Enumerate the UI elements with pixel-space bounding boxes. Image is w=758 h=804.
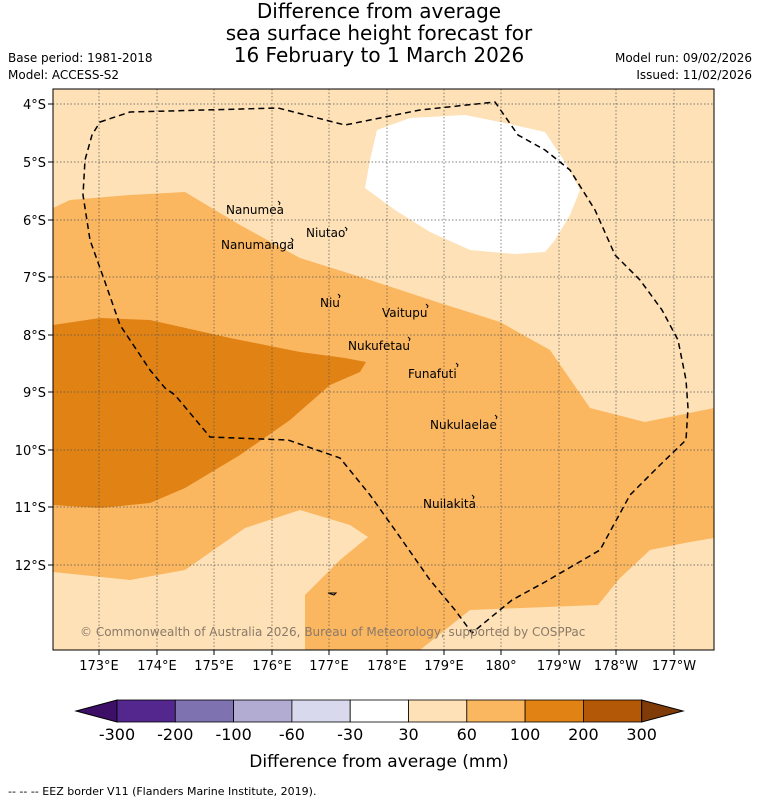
anomaly-100-200 — [53, 318, 366, 508]
lat-label: 5°S — [23, 156, 46, 171]
colorbar-tick-label: -200 — [157, 725, 193, 744]
lat-label: 7°S — [23, 271, 46, 286]
anomaly-field — [53, 89, 714, 650]
meta-left: Base period: 1981-2018 Model: ACCESS-S2 — [8, 50, 153, 84]
lat-label: 11°S — [15, 501, 46, 516]
lon-label: 179°W — [537, 659, 581, 674]
lat-label: 12°S — [15, 559, 46, 574]
colorbar-segment — [291, 699, 351, 723]
lon-label: 180° — [485, 659, 516, 674]
model-name: Model: ACCESS-S2 — [8, 68, 120, 82]
lat-label: 9°S — [23, 386, 46, 401]
base-period: Base period: 1981-2018 — [8, 51, 153, 65]
island-marker — [337, 293, 341, 299]
colorbar-label: Difference from average (mm) — [249, 752, 508, 772]
island-marker — [344, 226, 348, 232]
island-marker — [455, 362, 459, 368]
eez-border — [82, 101, 689, 635]
title-line-3: 16 February to 1 March 2026 — [233, 43, 525, 67]
colorbar-segment — [349, 699, 409, 723]
island-marker — [407, 336, 411, 342]
place-label: Nanumanga — [221, 238, 294, 252]
title-line-2: sea surface height forecast for — [225, 21, 533, 45]
colorbar-ticks: -300 -200 -100 -60 -30 30 60 100 200 300 — [99, 725, 657, 744]
place-label: Nanumea — [226, 203, 284, 217]
colorbar-extend-high — [641, 699, 685, 723]
colorbar-tick-label: -100 — [215, 725, 251, 744]
island-marker — [425, 303, 429, 309]
place-label: Vaitupu — [382, 306, 428, 320]
eez-footnote: -- -- -- EEZ border V11 (Flanders Marine… — [8, 785, 317, 798]
island-marker — [471, 494, 475, 500]
graticule — [53, 89, 714, 650]
colorbar-tick-label: 200 — [568, 725, 599, 744]
place-label: Nuilakita — [423, 497, 476, 511]
colorbar-tick-label: 100 — [510, 725, 541, 744]
colorbar-tick-label: -300 — [99, 725, 135, 744]
lat-label: 6°S — [23, 214, 46, 229]
copyright-text: © Commonwealth of Australia 2026, Bureau… — [80, 625, 585, 639]
anomaly-neutral-white — [365, 115, 580, 254]
lat-label: 8°S — [23, 329, 46, 344]
colorbar-segment — [233, 699, 293, 723]
place-label: Niutao — [306, 226, 345, 240]
island-shape — [327, 592, 338, 596]
colorbar-tick-label: -60 — [279, 725, 305, 744]
forecast-map: 4°S 5°S 6°S 7°S 8°S 9°S 10°S 11°S 12°S 173°E 174°… — [15, 88, 715, 674]
colorbar-legend: -300 -200 -100 -60 -30 30 60 100 200 300 Differen… — [74, 699, 685, 772]
island-marker — [277, 200, 281, 206]
colorbar-extend-low — [74, 699, 118, 723]
island-marker — [290, 237, 294, 243]
model-run: Model run: 09/02/2026 — [614, 51, 752, 65]
lon-label: 174°E — [137, 659, 177, 674]
colorbar-segment — [174, 699, 235, 723]
lon-label: 178°E — [367, 659, 407, 674]
place-labels: Nanumea Niutao Nanumanga Niu Vaitupu Nukufeta… — [221, 200, 498, 511]
colorbar-segment — [466, 699, 526, 723]
lon-label: 179°E — [424, 659, 464, 674]
colorbar-tick-label: 30 — [398, 725, 418, 744]
place-label: Niu — [320, 296, 340, 310]
colorbar-tick-label: 60 — [457, 725, 477, 744]
lon-label: 177°W — [652, 659, 696, 674]
latitude-labels: 4°S 5°S 6°S 7°S 8°S 9°S 10°S 11°S 12°S — [15, 98, 53, 574]
lon-label: 177°E — [309, 659, 349, 674]
place-label: Funafuti — [408, 367, 457, 381]
colorbar-segment — [583, 699, 643, 723]
lon-label: 176°E — [252, 659, 292, 674]
map-frame — [52, 88, 715, 651]
colorbar-tick-label: -30 — [337, 725, 363, 744]
map-title: Difference from average sea surface heig… — [0, 0, 758, 66]
lon-label: 175°E — [194, 659, 234, 674]
meta-right: Model run: 09/02/2026 Issued: 11/02/2026 — [615, 50, 752, 84]
colorbar-segment — [116, 699, 176, 723]
longitude-labels: 173°E 174°E 175°E 176°E 177°E 178°E 179°E 180° 1… — [79, 650, 696, 674]
place-label: Nukulaelae — [430, 418, 497, 432]
anomaly-60-100-main — [53, 192, 714, 650]
lon-label: 178°W — [594, 659, 638, 674]
lat-label: 4°S — [23, 98, 46, 113]
colorbar-segment — [408, 699, 468, 723]
place-label: Nukufetau — [348, 339, 410, 353]
colorbar-tick-label: 300 — [626, 725, 657, 744]
colorbar — [74, 699, 685, 723]
title-line-1: Difference from average — [256, 0, 502, 23]
lon-label: 173°E — [79, 659, 119, 674]
colorbar-segment — [524, 699, 584, 723]
lat-label: 10°S — [15, 444, 46, 459]
issued-date: Issued: 11/02/2026 — [636, 68, 752, 82]
island-marker — [494, 414, 498, 420]
